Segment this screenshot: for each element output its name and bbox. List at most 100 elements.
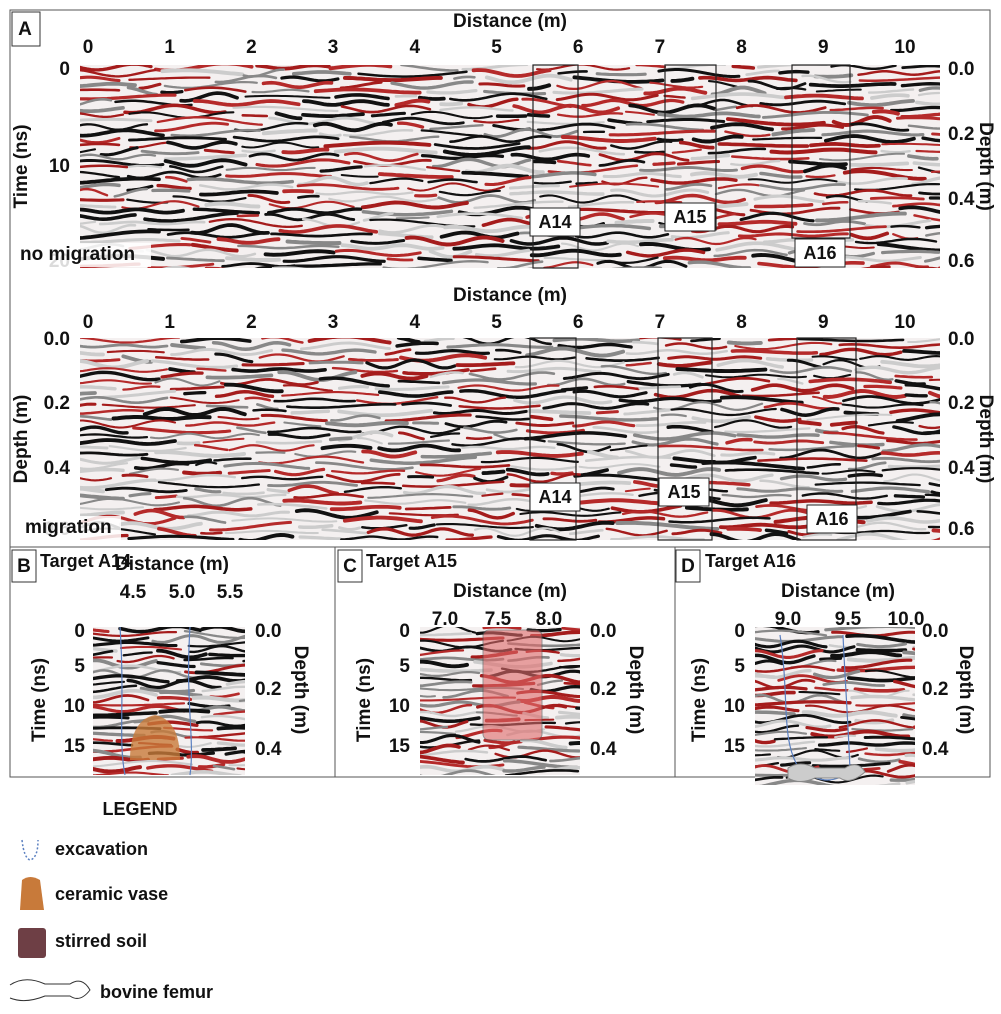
reflection [614,219,655,225]
reflection [169,165,224,174]
reflection [892,202,940,208]
reflection [532,159,557,165]
reflection [657,68,741,78]
reflection [657,111,761,119]
reflection [307,338,392,345]
reflection [711,508,819,520]
reflection [755,747,808,752]
x-tick-label: 8 [736,37,747,58]
reflection [496,260,544,268]
reflection [718,522,823,530]
reflection [420,733,481,745]
reflection [805,174,836,179]
reflection [205,373,274,380]
reflection [80,128,165,138]
reflection [143,211,239,223]
reflection [268,116,376,126]
reflection [915,100,940,107]
reflection [716,358,784,369]
reflection [667,65,727,70]
reflection [568,498,661,506]
reflection [690,153,731,161]
reflection [163,80,258,90]
reflection [907,154,939,161]
reflection [526,267,548,268]
reflection [255,440,323,445]
reflection [854,237,938,245]
reflection [438,189,501,197]
reflection [529,630,580,638]
reflection [452,243,561,251]
reflection [583,473,667,482]
y-tick-label: 0 [59,59,70,80]
reflection [340,535,439,540]
reflection [860,265,891,268]
reflection [128,492,152,498]
reflection [509,184,560,190]
reflection [505,467,550,477]
reflection [734,341,833,351]
x-tick-label: 1 [164,312,175,333]
reflection [214,74,278,84]
reflection [367,493,474,499]
y-axis-title: Time (ns) [11,124,32,208]
reflection [841,658,913,670]
reflection [192,99,301,107]
reflection [170,769,242,775]
reflection [80,203,117,209]
reflection [238,533,295,540]
reflection [652,161,676,166]
reflection [917,91,940,97]
reflection [819,347,903,357]
reflection [624,449,716,459]
reflection [536,122,616,132]
reflection [628,103,717,115]
target-box [657,337,713,541]
reflection [267,432,331,440]
reflection [469,367,497,373]
reflection [439,230,520,240]
reflection [151,188,191,193]
reflection [80,93,177,101]
reflection [572,420,636,428]
reflection [822,681,886,687]
legend-item: ceramic vase [55,884,168,904]
reflection [803,163,847,174]
reflection [753,203,814,209]
reflection [193,443,229,452]
reflection [560,242,640,252]
reflection [80,170,121,179]
reflection [296,183,400,191]
reflection [713,419,793,429]
reflection [510,465,577,471]
reflection [126,85,159,97]
reflection [80,213,137,222]
reflection [609,444,648,452]
reflection [293,492,364,500]
reflection [183,390,207,396]
reflection [893,494,926,499]
reflection [452,255,540,263]
reflection [93,674,170,684]
reflection [154,121,230,133]
reflection [755,659,784,666]
reflection [912,161,940,167]
y2-tick-label: 0.2 [948,393,974,414]
reflection [893,679,915,689]
reflection [535,65,631,71]
reflection [635,65,667,69]
reflection [231,517,338,523]
reflection [408,523,436,530]
x-tick-label: 1 [164,37,175,58]
reflection [118,627,202,634]
reflection [161,265,193,268]
reflection [900,716,915,721]
reflection [80,105,125,114]
reflection [97,389,177,399]
reflection [377,390,454,398]
reflection [798,267,802,268]
reflection [282,189,315,194]
reflection [710,122,774,132]
panel-label-box [11,549,37,583]
